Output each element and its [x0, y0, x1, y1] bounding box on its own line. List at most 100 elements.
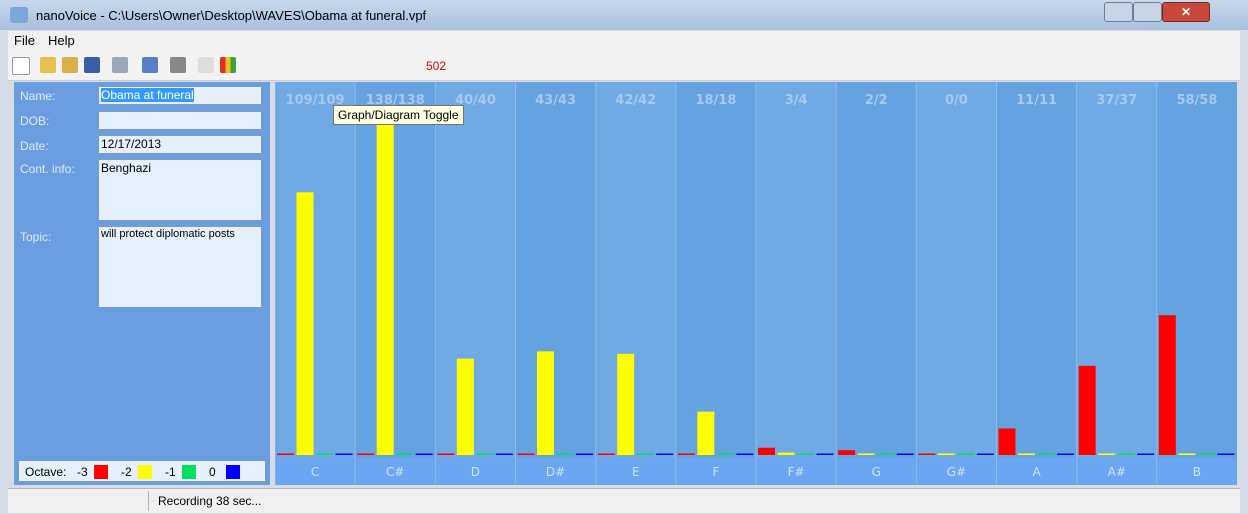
- column-count-label: 42/42: [615, 93, 656, 108]
- dob-input[interactable]: [98, 111, 262, 130]
- bar: [1018, 453, 1035, 455]
- legend-swatch: [138, 465, 152, 479]
- legend-label: -3: [77, 465, 88, 479]
- note-label-bg: [516, 458, 595, 485]
- note-label-bg: [837, 458, 916, 485]
- bar: [976, 453, 994, 455]
- note-label-bg: [1157, 458, 1236, 485]
- view-button[interactable]: [142, 57, 158, 73]
- note-label: D: [471, 465, 480, 479]
- new-button[interactable]: [12, 57, 30, 75]
- bar: [937, 453, 955, 455]
- minimize-button[interactable]: [1104, 2, 1133, 22]
- column-background: [836, 82, 917, 485]
- note-label: D#: [546, 465, 565, 479]
- field-label: Name:: [20, 89, 56, 103]
- note-label: B: [1193, 465, 1201, 479]
- bar: [736, 453, 754, 455]
- bar: [537, 351, 554, 455]
- bar: [777, 452, 795, 455]
- column-count-label: 0/0: [945, 93, 968, 108]
- field-value: Obama at funeral: [101, 88, 194, 102]
- bar: [476, 453, 494, 455]
- open-button[interactable]: [62, 57, 78, 73]
- column-count-label: 40/40: [455, 93, 496, 108]
- note-label: C#: [386, 465, 404, 479]
- menu-item[interactable]: File: [14, 33, 35, 48]
- bar: [636, 453, 654, 455]
- legend-title: Octave:: [25, 465, 67, 479]
- window-title: nanoVoice - C:\Users\Owner\Desktop\WAVES…: [36, 8, 427, 23]
- bar: [495, 453, 513, 455]
- bar: [1117, 453, 1135, 455]
- bar: [415, 453, 433, 455]
- graph-toggle-button[interactable]: [220, 57, 236, 73]
- save-button[interactable]: [84, 57, 100, 73]
- bar: [957, 453, 975, 455]
- legend-label: 0: [209, 465, 216, 479]
- print-button[interactable]: [112, 57, 128, 73]
- bar: [1137, 453, 1155, 455]
- bar: [758, 447, 775, 455]
- column-background: [275, 82, 356, 485]
- bar: [857, 453, 875, 455]
- bar: [296, 192, 314, 455]
- bar: [816, 453, 834, 455]
- bar: [656, 453, 674, 455]
- app-icon: [10, 7, 28, 23]
- status-bar: Recording 38 sec...: [8, 488, 1240, 513]
- column-background: [595, 82, 676, 485]
- bar: [437, 453, 455, 455]
- field-label: DOB:: [20, 114, 50, 128]
- mic-button[interactable]: [198, 57, 214, 73]
- column-count-label: 58/58: [1176, 93, 1217, 108]
- bar: [335, 453, 353, 455]
- open-button[interactable]: [40, 57, 56, 73]
- toolbar: 502: [8, 49, 1240, 81]
- note-label-bg: [917, 458, 996, 485]
- name-input[interactable]: Obama at funeral: [98, 86, 262, 105]
- settings-button[interactable]: [170, 57, 186, 73]
- legend-swatch: [182, 465, 196, 479]
- topic-input[interactable]: will protect diplomatic posts: [98, 226, 262, 308]
- menu-bar: File Help: [8, 31, 1240, 49]
- field-label: Topic:: [20, 230, 52, 244]
- column-count-label: 138/138: [366, 93, 425, 108]
- bar: [1217, 453, 1235, 455]
- note-label: C: [311, 465, 319, 479]
- close-button[interactable]: ✕: [1162, 2, 1210, 22]
- column-background: [515, 82, 596, 485]
- contact-input[interactable]: Benghazi: [98, 159, 262, 221]
- bar: [1158, 315, 1176, 455]
- bar: [998, 428, 1016, 455]
- note-label: E: [632, 465, 640, 479]
- bar: [697, 411, 715, 455]
- title-bar: nanoVoice - C:\Users\Owner\Desktop\WAVES…: [0, 0, 1248, 30]
- bar: [597, 453, 615, 455]
- date-input[interactable]: 12/17/2013: [98, 135, 262, 154]
- column-count-label: 109/109: [286, 93, 345, 108]
- bar: [896, 453, 914, 455]
- legend-swatch: [94, 465, 108, 479]
- legend-swatch: [226, 465, 240, 479]
- column-background: [435, 82, 516, 485]
- status-divider: [148, 491, 149, 511]
- menu-item[interactable]: Help: [48, 33, 75, 48]
- note-label-bg: [276, 458, 355, 485]
- field-label: Date:: [20, 139, 49, 153]
- bar: [1078, 365, 1096, 455]
- note-label: F: [712, 465, 719, 479]
- field-label: Cont. info:: [20, 162, 75, 176]
- bar: [1098, 453, 1116, 455]
- bar: [556, 453, 574, 455]
- bar: [797, 453, 814, 455]
- tooltip: Graph/Diagram Toggle: [333, 105, 464, 125]
- note-label-bg: [997, 458, 1076, 485]
- maximize-button[interactable]: [1133, 2, 1162, 22]
- note-label: A: [1032, 465, 1041, 479]
- field-value: Benghazi: [101, 161, 152, 175]
- column-background: [355, 82, 436, 485]
- note-label: G#: [947, 465, 966, 479]
- bar: [396, 453, 414, 455]
- bar: [316, 453, 333, 455]
